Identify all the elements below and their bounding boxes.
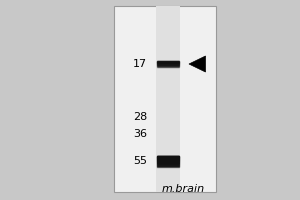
Text: 36: 36 bbox=[133, 129, 147, 139]
Bar bbox=[156, 6, 180, 192]
Bar bbox=[114, 6, 216, 192]
Text: m.brain: m.brain bbox=[161, 184, 205, 194]
Polygon shape bbox=[189, 56, 206, 72]
Text: 28: 28 bbox=[133, 112, 147, 122]
Text: 55: 55 bbox=[133, 156, 147, 166]
Text: 17: 17 bbox=[133, 59, 147, 69]
